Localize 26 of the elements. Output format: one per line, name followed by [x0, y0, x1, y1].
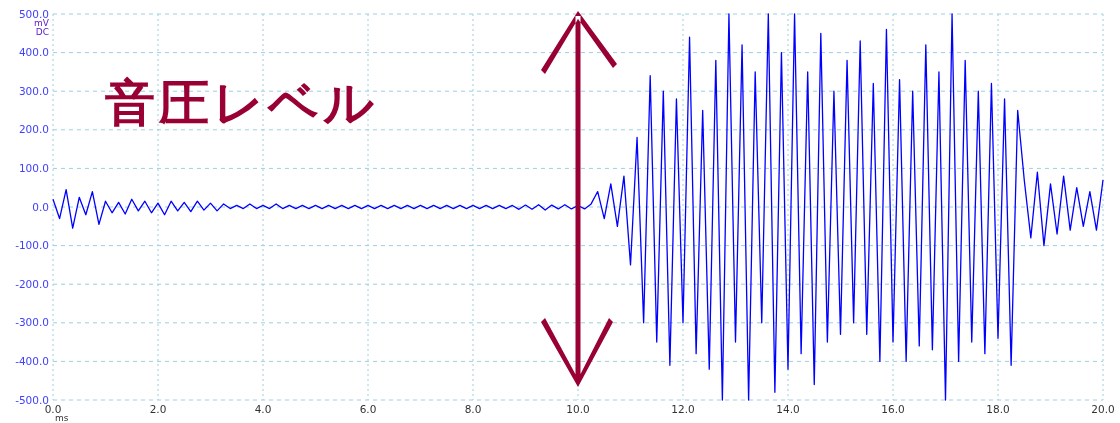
y-tick-label: -200.0 — [15, 277, 49, 290]
x-tick-label: 10.0 — [566, 403, 590, 415]
x-tick-label: 2.0 — [149, 403, 167, 415]
x-tick-label: 8.0 — [464, 403, 482, 415]
x-tick-label: 16.0 — [881, 403, 905, 415]
y-tick-label: 100.0 — [18, 162, 49, 175]
y-tick-label: -100.0 — [15, 239, 49, 252]
x-tick-label: 20.0 — [1091, 403, 1115, 415]
x-tick-label: 12.0 — [671, 403, 695, 415]
y-tick-label: 300.0 — [18, 84, 49, 97]
y-tick-label: -300.0 — [15, 316, 49, 329]
y-tick-label: 400.0 — [18, 46, 49, 59]
annotation: 音圧レベル — [105, 74, 378, 132]
y-tick-label: 0.0 — [32, 200, 49, 213]
x-tick-label: 18.0 — [986, 403, 1010, 415]
x-tick-label: 14.0 — [776, 403, 800, 415]
line-series — [52, 13, 1104, 401]
x-axis-title: ms — [55, 413, 69, 423]
y-tick-label: -400.0 — [15, 355, 49, 368]
y-axis-title: mV DC — [34, 18, 50, 37]
y-tick-label: 500.0 — [18, 7, 49, 20]
x-tick-label: 6.0 — [359, 403, 377, 415]
x-tick-label: 0.0 — [44, 403, 62, 415]
y-tick-label: 200.0 — [18, 123, 49, 136]
x-tick-label: 4.0 — [254, 403, 272, 415]
y-tick-label: -500.0 — [15, 393, 49, 406]
